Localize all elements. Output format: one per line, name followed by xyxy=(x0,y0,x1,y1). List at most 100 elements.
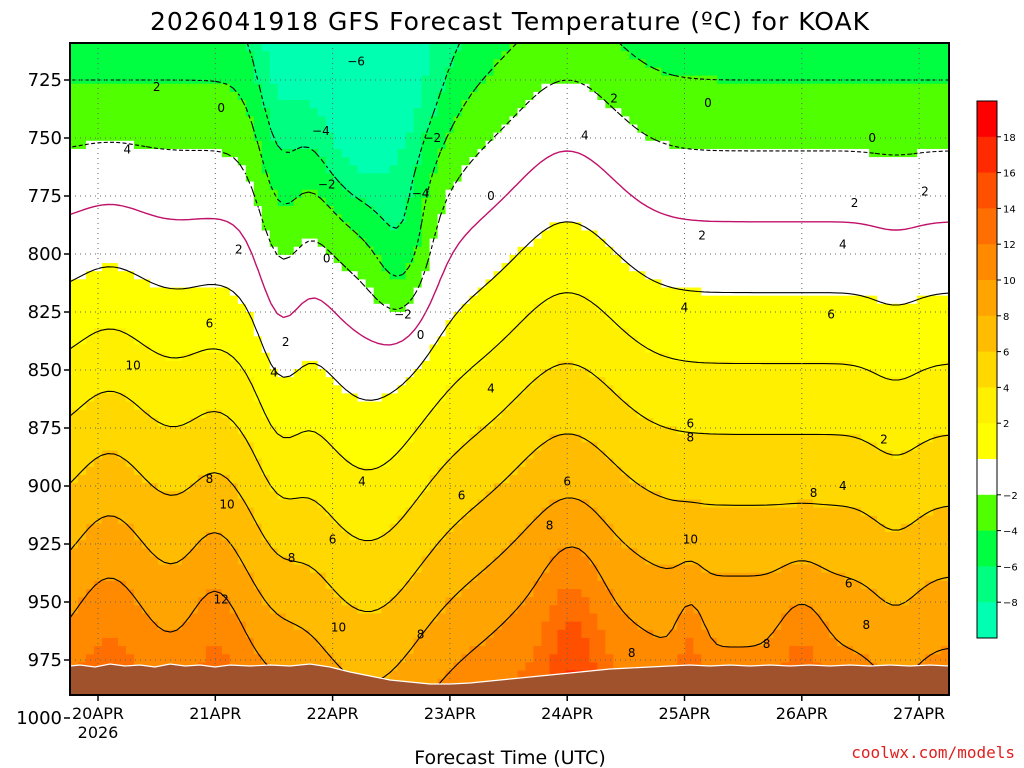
temperature-cell xyxy=(413,295,422,305)
temperature-cell xyxy=(125,197,135,207)
temperature-cell xyxy=(269,320,279,329)
temperature-cell xyxy=(70,589,79,598)
temperature-cell xyxy=(541,662,550,671)
temperature-cell xyxy=(413,148,422,158)
temperature-cell xyxy=(389,646,399,655)
temperature-cell xyxy=(157,393,167,402)
temperature-cell xyxy=(557,597,566,606)
temperature-cell xyxy=(77,580,87,590)
temperature-cell xyxy=(197,254,207,264)
temperature-cell xyxy=(101,246,111,256)
temperature-cell xyxy=(485,369,494,378)
temperature-cell xyxy=(341,328,351,337)
temperature-cell xyxy=(365,206,375,215)
temperature-cell xyxy=(501,173,510,182)
temperature-cell xyxy=(285,303,295,313)
temperature-cell xyxy=(453,197,462,207)
temperature-cell xyxy=(229,181,239,191)
temperature-cell xyxy=(253,369,263,378)
temperature-cell xyxy=(125,246,135,256)
temperature-cell xyxy=(357,548,367,557)
temperature-cell xyxy=(317,629,327,639)
temperature-cell xyxy=(533,238,542,248)
temperature-cell xyxy=(85,360,95,370)
temperature-cell xyxy=(397,287,407,297)
temperature-cell xyxy=(477,434,486,443)
temperature-cell xyxy=(109,483,119,492)
temperature-cell xyxy=(133,589,143,598)
temperature-cell xyxy=(277,59,287,68)
temperature-cell xyxy=(317,311,327,321)
temperature-cell xyxy=(301,311,311,321)
temperature-cell xyxy=(117,51,127,60)
temperature-cell xyxy=(70,344,79,354)
temperature-cell xyxy=(389,564,399,574)
temperature-cell xyxy=(453,654,462,663)
temperature-cell xyxy=(333,385,343,394)
temperature-cell xyxy=(541,352,550,362)
temperature-cell xyxy=(77,515,87,525)
temperature-cell xyxy=(397,540,407,549)
temperature-cell xyxy=(205,173,215,182)
temperature-cell xyxy=(109,344,119,354)
temperature-cell xyxy=(77,556,87,565)
temperature-cell xyxy=(165,613,175,623)
temperature-cell xyxy=(445,621,454,631)
temperature-cell xyxy=(237,132,247,142)
temperature-cell xyxy=(461,43,470,52)
temperature-cell xyxy=(405,59,415,68)
temperature-cell xyxy=(493,181,502,191)
temperature-cell xyxy=(285,401,295,411)
temperature-cell xyxy=(261,303,271,313)
temperature-cell xyxy=(77,491,87,500)
temperature-cell xyxy=(277,499,287,508)
temperature-cell xyxy=(397,124,407,134)
temperature-cell xyxy=(517,222,526,231)
temperature-cell xyxy=(293,165,303,174)
temperature-cell xyxy=(413,83,422,93)
temperature-cell xyxy=(221,572,231,582)
temperature-cell xyxy=(381,320,391,329)
temperature-cell xyxy=(197,450,207,460)
temperature-cell xyxy=(253,548,263,557)
temperature-cell xyxy=(429,271,438,280)
temperature-cell xyxy=(85,556,95,565)
temperature-cell xyxy=(205,311,215,321)
temperature-cell xyxy=(149,181,159,191)
temperature-cell xyxy=(437,230,446,239)
temperature-cell xyxy=(333,116,343,125)
temperature-cell xyxy=(453,434,462,443)
temperature-cell xyxy=(333,474,343,484)
temperature-cell xyxy=(109,654,119,663)
temperature-cell xyxy=(461,377,470,386)
temperature-cell xyxy=(133,540,143,549)
temperature-cell xyxy=(413,140,422,150)
temperature-cell xyxy=(437,328,446,337)
temperature-cell xyxy=(189,450,199,460)
temperature-cell xyxy=(453,393,462,402)
temperature-cell xyxy=(173,369,183,378)
temperature-cell xyxy=(133,442,143,451)
temperature-cell xyxy=(133,108,143,117)
temperature-cell xyxy=(109,328,119,337)
temperature-cell xyxy=(325,466,335,476)
temperature-cell xyxy=(293,507,303,517)
temperature-cell xyxy=(413,222,422,231)
temperature-cell xyxy=(341,124,351,134)
temperature-cell xyxy=(253,132,263,142)
temperature-cell xyxy=(557,222,566,231)
temperature-cell xyxy=(157,279,167,288)
temperature-cell xyxy=(493,132,502,142)
temperature-cell xyxy=(485,124,494,134)
temperature-cell xyxy=(381,336,391,345)
temperature-cell xyxy=(533,483,542,492)
temperature-cell xyxy=(93,548,103,557)
temperature-cell xyxy=(341,450,351,460)
temperature-cell xyxy=(205,621,215,631)
temperature-cell xyxy=(157,311,167,321)
temperature-cell xyxy=(285,409,295,419)
temperature-cell xyxy=(373,295,383,305)
temperature-cell xyxy=(421,450,430,460)
temperature-cell xyxy=(477,450,486,460)
temperature-cell xyxy=(317,434,327,443)
